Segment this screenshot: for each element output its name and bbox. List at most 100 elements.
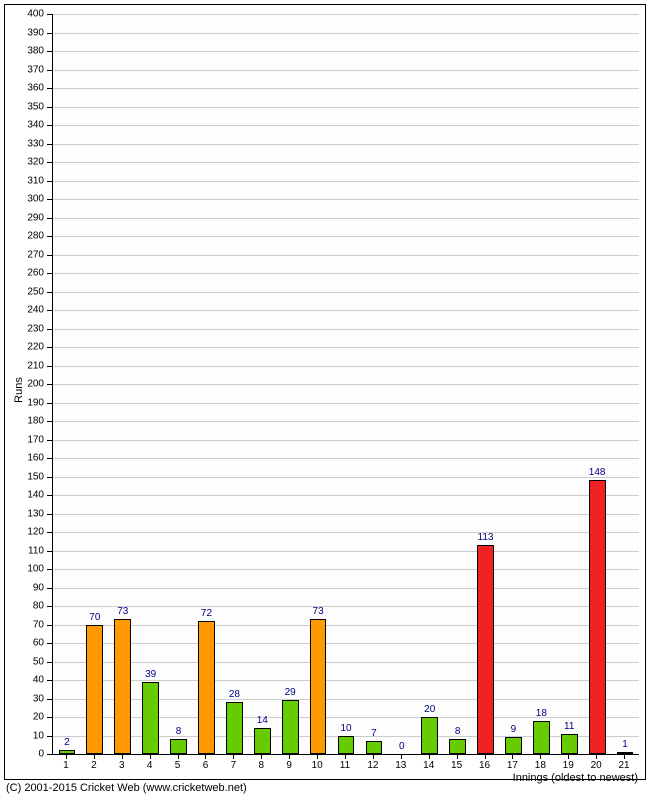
bar: [310, 619, 327, 754]
grid-line: [53, 662, 639, 663]
grid-line: [53, 144, 639, 145]
grid-line: [53, 14, 639, 15]
y-tick-label: 390: [0, 27, 44, 38]
y-tick-mark: [47, 477, 52, 478]
y-tick-mark: [47, 403, 52, 404]
chart-container: 2707339872281429731070208113918111481 01…: [0, 0, 650, 800]
bar-value-label: 9: [511, 724, 517, 735]
x-tick-label: 20: [591, 760, 602, 771]
bar: [477, 545, 494, 754]
x-tick-mark: [94, 754, 95, 759]
grid-line: [53, 366, 639, 367]
y-tick-label: 270: [0, 249, 44, 260]
grid-line: [53, 236, 639, 237]
x-tick-label: 19: [563, 760, 574, 771]
grid-line: [53, 218, 639, 219]
x-tick-mark: [289, 754, 290, 759]
bar: [59, 750, 76, 754]
x-tick-mark: [457, 754, 458, 759]
y-tick-label: 400: [0, 9, 44, 20]
y-tick-label: 260: [0, 268, 44, 279]
y-tick-mark: [47, 70, 52, 71]
x-tick-label: 16: [479, 760, 490, 771]
y-tick-mark: [47, 125, 52, 126]
bar-value-label: 0: [399, 741, 405, 752]
grid-line: [53, 273, 639, 274]
x-tick-label: 15: [451, 760, 462, 771]
x-tick-label: 14: [423, 760, 434, 771]
y-tick-label: 90: [0, 582, 44, 593]
bar-value-label: 39: [145, 669, 156, 680]
grid-line: [53, 403, 639, 404]
bar: [86, 625, 103, 755]
bar-value-label: 1: [622, 739, 628, 750]
x-tick-label: 9: [286, 760, 292, 771]
y-tick-mark: [47, 680, 52, 681]
y-tick-label: 330: [0, 138, 44, 149]
copyright-text: (C) 2001-2015 Cricket Web (www.cricketwe…: [6, 782, 247, 794]
y-tick-mark: [47, 292, 52, 293]
grid-line: [53, 292, 639, 293]
grid-line: [53, 458, 639, 459]
bar: [170, 739, 187, 754]
y-tick-mark: [47, 329, 52, 330]
y-tick-mark: [47, 754, 52, 755]
bar-value-label: 8: [176, 726, 182, 737]
y-tick-mark: [47, 569, 52, 570]
x-tick-label: 7: [231, 760, 237, 771]
grid-line: [53, 51, 639, 52]
x-tick-label: 8: [259, 760, 265, 771]
y-tick-mark: [47, 532, 52, 533]
bar: [198, 621, 215, 754]
x-tick-mark: [345, 754, 346, 759]
grid-line: [53, 477, 639, 478]
y-tick-label: 160: [0, 453, 44, 464]
bar-value-label: 148: [589, 467, 606, 478]
bar-value-label: 8: [455, 726, 461, 737]
bar: [533, 721, 550, 754]
x-tick-mark: [540, 754, 541, 759]
bar: [338, 736, 355, 755]
y-tick-mark: [47, 551, 52, 552]
y-tick-label: 10: [0, 730, 44, 741]
x-tick-label: 12: [367, 760, 378, 771]
y-tick-label: 210: [0, 360, 44, 371]
y-tick-label: 340: [0, 120, 44, 131]
grid-line: [53, 255, 639, 256]
grid-line: [53, 107, 639, 108]
bar-value-label: 73: [117, 606, 128, 617]
y-tick-mark: [47, 588, 52, 589]
grid-line: [53, 33, 639, 34]
y-tick-label: 320: [0, 157, 44, 168]
x-tick-mark: [205, 754, 206, 759]
x-tick-label: 5: [175, 760, 181, 771]
x-tick-label: 10: [312, 760, 323, 771]
x-tick-mark: [66, 754, 67, 759]
bar-value-label: 7: [371, 728, 377, 739]
grid-line: [53, 421, 639, 422]
grid-line: [53, 88, 639, 89]
y-tick-mark: [47, 14, 52, 15]
x-tick-label: 2: [91, 760, 97, 771]
grid-line: [53, 588, 639, 589]
x-axis-label: Innings (oldest to newest): [513, 772, 638, 784]
y-tick-mark: [47, 162, 52, 163]
x-tick-mark: [150, 754, 151, 759]
bar: [561, 734, 578, 754]
y-tick-mark: [47, 181, 52, 182]
y-axis-label: Runs: [13, 377, 25, 403]
bar: [505, 737, 522, 754]
y-tick-label: 290: [0, 212, 44, 223]
y-tick-mark: [47, 384, 52, 385]
grid-line: [53, 347, 639, 348]
x-tick-label: 13: [395, 760, 406, 771]
y-tick-label: 310: [0, 175, 44, 186]
y-tick-label: 150: [0, 471, 44, 482]
bar-value-label: 14: [257, 715, 268, 726]
y-tick-label: 50: [0, 656, 44, 667]
y-tick-mark: [47, 421, 52, 422]
bar: [226, 702, 243, 754]
y-tick-mark: [47, 310, 52, 311]
bar-value-label: 20: [424, 704, 435, 715]
y-tick-label: 20: [0, 712, 44, 723]
